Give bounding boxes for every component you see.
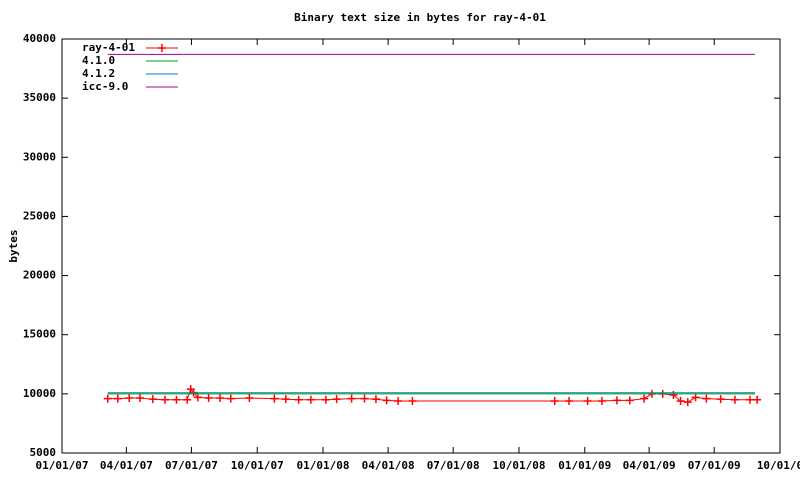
point-marker	[183, 395, 192, 404]
point-marker	[347, 394, 356, 403]
point-marker	[408, 396, 417, 405]
point-marker	[226, 394, 235, 403]
point-marker	[281, 395, 290, 404]
point-marker	[172, 395, 181, 404]
point-marker	[160, 395, 169, 404]
point-marker	[113, 394, 122, 403]
x-tick-label: 10/01/08	[492, 459, 545, 472]
x-tick-label: 07/01/09	[688, 459, 741, 472]
point-marker	[550, 396, 559, 405]
point-marker	[676, 396, 685, 405]
point-marker	[148, 395, 157, 404]
x-tick-label: 01/01/09	[558, 459, 611, 472]
y-tick-label: 15000	[23, 328, 56, 341]
point-marker	[583, 396, 592, 405]
legend-label: ray-4-01	[82, 41, 135, 54]
point-marker	[135, 393, 144, 402]
point-marker	[360, 394, 369, 403]
point-marker	[702, 394, 711, 403]
y-tick-label: 35000	[23, 91, 56, 104]
point-marker	[394, 396, 403, 405]
point-marker	[565, 396, 574, 405]
point-marker	[294, 395, 303, 404]
x-tick-label: 04/01/07	[100, 459, 153, 472]
point-marker	[597, 396, 606, 405]
point-marker	[193, 393, 202, 402]
point-marker	[382, 396, 391, 405]
point-marker	[640, 394, 649, 403]
point-marker	[730, 395, 739, 404]
chart-title: Binary text size in bytes for ray-4-01	[294, 11, 546, 24]
point-marker	[691, 393, 700, 402]
point-marker	[321, 395, 330, 404]
point-marker	[216, 393, 225, 402]
point-marker	[745, 395, 754, 404]
x-tick-label: 04/01/09	[623, 459, 676, 472]
y-tick-label: 40000	[23, 32, 56, 45]
point-marker	[306, 395, 315, 404]
legend-label: icc-9.0	[82, 80, 128, 93]
x-tick-label: 01/01/08	[297, 459, 350, 472]
y-tick-label: 30000	[23, 150, 56, 163]
plot-frame	[61, 38, 781, 454]
legend-marker	[158, 44, 166, 52]
legend-label: 4.1.2	[82, 67, 115, 80]
x-tick-label: 07/01/07	[165, 459, 218, 472]
point-marker	[625, 396, 634, 405]
y-tick-label: 5000	[30, 446, 57, 459]
point-marker	[125, 393, 134, 402]
x-tick-label: 10/01/0	[757, 459, 800, 472]
point-marker	[332, 395, 341, 404]
point-marker	[245, 393, 254, 402]
x-tick-label: 10/01/07	[231, 459, 284, 472]
point-marker	[753, 395, 762, 404]
y-axis-label: bytes	[7, 229, 20, 262]
point-marker	[683, 398, 692, 407]
y-tick-label: 20000	[23, 269, 56, 282]
x-tick-label: 07/01/08	[427, 459, 480, 472]
point-marker	[716, 395, 725, 404]
point-marker	[612, 396, 621, 405]
x-tick-label: 01/01/07	[36, 459, 89, 472]
point-marker	[270, 394, 279, 403]
point-marker	[371, 395, 380, 404]
y-tick-label: 25000	[23, 209, 56, 222]
x-tick-label: 04/01/08	[362, 459, 415, 472]
point-marker	[204, 393, 213, 402]
point-marker	[103, 394, 112, 403]
legend-label: 4.1.0	[82, 54, 115, 67]
y-tick-label: 10000	[23, 387, 56, 400]
